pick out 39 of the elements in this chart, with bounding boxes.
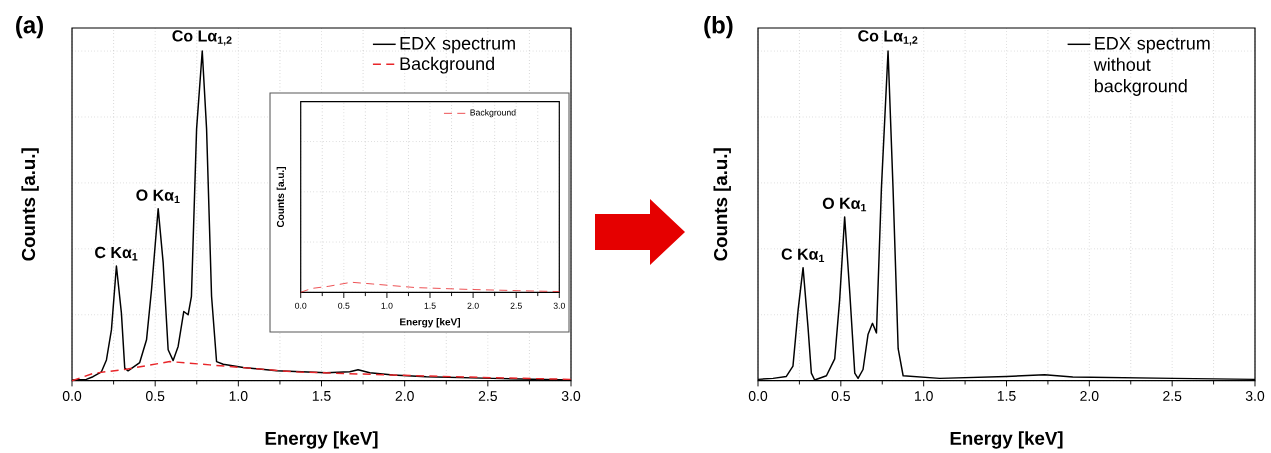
x-tick-label: 2.0 — [467, 302, 479, 309]
legend-label: Background — [470, 109, 516, 118]
y-axis-title: Counts [a.u.] — [21, 148, 39, 261]
y-axis-title: Counts [a.u.] — [276, 166, 286, 228]
y-axis-title: Counts [a.u.] — [713, 148, 731, 261]
x-axis-title: Energy [keV] — [265, 431, 378, 449]
x-axis-title: Energy [keV] — [950, 431, 1063, 449]
annotation: O Kα$_{1}$ — [136, 189, 180, 203]
chart-title: (a) — [16, 15, 43, 39]
x-tick-label: 1.5 — [997, 391, 1016, 401]
x-tick-label: 1.0 — [381, 302, 393, 309]
x-tick-label: 0.0 — [748, 391, 768, 401]
annotation: C Kα$_{1}$ — [781, 248, 825, 262]
x-tick-label: 0.5 — [831, 391, 850, 401]
annotation: Co Lα$_{1,2}$ — [858, 30, 918, 46]
x-tick-label: 2.0 — [395, 391, 414, 401]
legend-label: Background — [400, 56, 494, 74]
x-tick-label: 0.5 — [145, 391, 165, 401]
x-tick-label: 2.5 — [1163, 391, 1182, 401]
x-tick-label: 2.0 — [1080, 391, 1099, 401]
x-tick-label: 3.0 — [553, 302, 565, 309]
x-tick-label: 3.0 — [561, 391, 581, 401]
x-tick-label: 1.0 — [229, 391, 248, 401]
x-tick-label: 0.5 — [338, 302, 350, 309]
x-tick-label: 2.5 — [510, 302, 522, 309]
chart-title: (b) — [704, 15, 733, 39]
annotation: Co Lα$_{1,2}$ — [172, 30, 232, 46]
annotation: C Kα$_{1}$ — [95, 246, 138, 261]
annotation: O Kα$_{1}$ — [822, 197, 867, 212]
x-tick-label: 1.0 — [915, 391, 933, 401]
x-tick-label: 0.0 — [295, 302, 307, 309]
x-tick-label: 0.0 — [62, 391, 82, 401]
x-tick-label: 1.5 — [424, 302, 436, 309]
legend-label: EDX spectrum — [400, 37, 515, 54]
x-tick-label: 2.5 — [478, 391, 497, 401]
x-axis-title: Energy [keV] — [400, 318, 460, 328]
x-tick-label: 1.5 — [312, 391, 331, 401]
legend-label: EDX spectrum without background — [1093, 37, 1210, 96]
x-tick-label: 3.0 — [1245, 391, 1265, 401]
